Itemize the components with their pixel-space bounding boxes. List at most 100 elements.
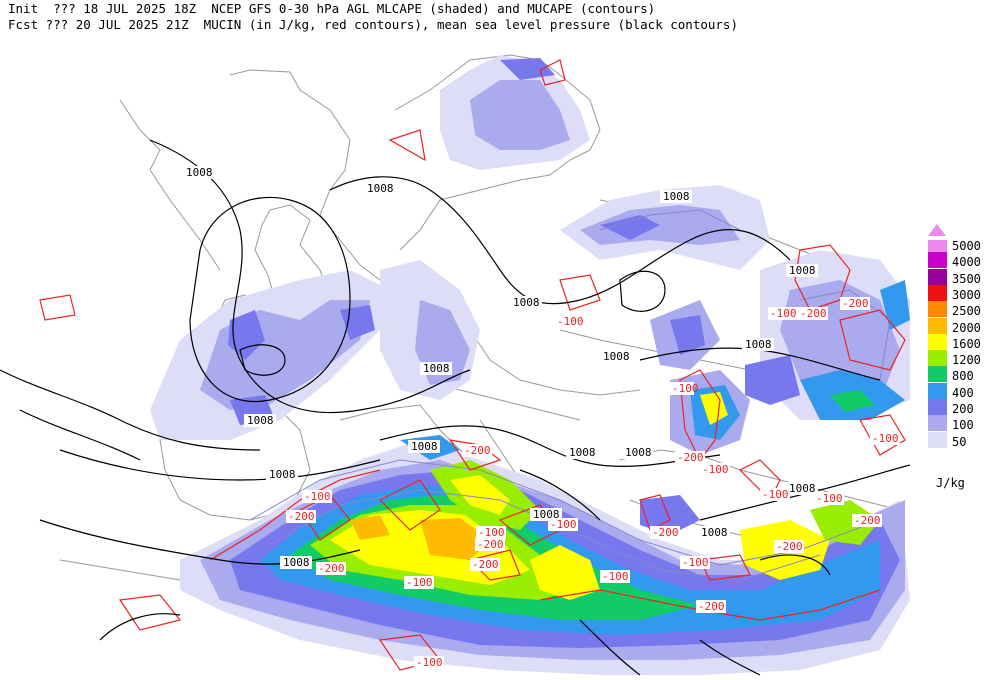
svg-text:1008: 1008 [423, 362, 450, 375]
legend-row: 800 [928, 366, 998, 384]
legend-label: 400 [952, 385, 974, 400]
legend-label: 3000 [952, 287, 981, 302]
pressure-label: 1008 [698, 526, 730, 539]
legend-swatch [928, 431, 947, 448]
cin-label: -200 [852, 514, 882, 527]
legend-units: J/kg [936, 476, 965, 490]
legend-label: 800 [952, 369, 974, 384]
pressure-label: 1008 [280, 556, 312, 569]
svg-text:-200: -200 [677, 451, 704, 464]
cin-label: -200 [774, 540, 804, 553]
legend-row: 50 [928, 431, 998, 449]
cin-label: -100 [680, 556, 710, 569]
svg-text:-200: -200 [776, 540, 803, 553]
pressure-label: 1008 [742, 338, 774, 351]
legend-swatch [928, 350, 947, 367]
svg-text:-100: -100 [762, 488, 789, 501]
svg-text:-200: -200 [800, 307, 827, 320]
svg-text:-100: -100 [702, 463, 729, 476]
legend-label: 2000 [952, 320, 981, 335]
cin-label: -100 [404, 576, 434, 589]
cin-label: -200 [675, 451, 705, 464]
svg-text:-100: -100 [557, 315, 584, 328]
header-init-line: Init ??? 18 JUL 2025 18Z NCEP GFS 0-30 h… [8, 1, 656, 16]
legend-label: 3500 [952, 271, 981, 286]
legend-swatch [928, 301, 947, 318]
pressure-label: 1008 [266, 468, 298, 481]
legend-row: 100 [928, 415, 998, 432]
legend-label: 4000 [952, 255, 981, 270]
cin-label: -200 [286, 510, 316, 523]
svg-text:-100: -100 [602, 570, 629, 583]
svg-text:1008: 1008 [569, 446, 596, 459]
svg-text:-100: -100 [682, 556, 709, 569]
cin-label: -100 [414, 656, 444, 669]
svg-text:1008: 1008 [663, 190, 690, 203]
legend-swatch [928, 284, 947, 301]
cin-label: -200 [840, 297, 870, 310]
svg-text:-200: -200 [318, 562, 345, 575]
pressure-label: 1008 [364, 182, 396, 195]
cin-label: -100 [768, 307, 798, 320]
cin-label: -200 [798, 307, 828, 320]
legend-swatch [928, 252, 947, 269]
legend-swatch [928, 317, 947, 334]
legend-row: 200 [928, 399, 998, 416]
svg-text:1008: 1008 [745, 338, 772, 351]
pressure-label: 1008 [622, 446, 654, 459]
svg-text:1008: 1008 [789, 264, 816, 277]
cin-labels: -100 -200 -100 -200 -100 -200 -100 -200 … [286, 297, 900, 669]
cin-label: -200 [696, 600, 726, 613]
svg-text:-200: -200 [288, 510, 315, 523]
pressure-label: 1008 [600, 350, 632, 363]
legend-swatch [928, 415, 947, 432]
mlcape-shading [150, 55, 910, 675]
legend-row: 2000 [928, 317, 998, 335]
svg-text:1008: 1008 [411, 440, 438, 453]
cin-label: -100 [814, 492, 844, 505]
svg-text:-200: -200 [477, 538, 504, 551]
legend-row: 2500 [928, 301, 998, 318]
cin-label: -200 [475, 538, 505, 551]
svg-text:1008: 1008 [625, 446, 652, 459]
legend-label: 1600 [952, 336, 981, 351]
legend-swatch [928, 382, 947, 399]
pressure-label: 1008 [420, 362, 452, 375]
svg-text:-100: -100 [406, 576, 433, 589]
svg-text:-100: -100 [672, 382, 699, 395]
svg-text:-200: -200 [472, 558, 499, 571]
cin-label: -100 [548, 518, 578, 531]
legend-top-triangle [928, 224, 946, 236]
legend-swatch [928, 240, 947, 252]
legend-label: 200 [952, 402, 974, 416]
cin-label: -200 [462, 444, 492, 457]
svg-text:1008: 1008 [283, 556, 310, 569]
svg-text:-100: -100 [304, 490, 331, 503]
legend-row: 400 [928, 382, 998, 400]
svg-text:-100: -100 [416, 656, 443, 669]
pressure-label: 1008 [786, 482, 818, 495]
pressure-label: 1008 [660, 190, 692, 203]
legend-swatch [928, 399, 947, 415]
cin-label: -100 [476, 526, 506, 539]
svg-text:-200: -200 [464, 444, 491, 457]
cin-label: -100 [760, 488, 790, 501]
legend-swatch [928, 366, 947, 383]
pressure-label: 1008 [530, 508, 562, 521]
legend-row: 3000 [928, 284, 998, 302]
svg-text:-200: -200 [854, 514, 881, 527]
svg-text:-100: -100 [550, 518, 577, 531]
svg-text:-100: -100 [478, 526, 505, 539]
svg-text:-200: -200 [698, 600, 725, 613]
cin-label: -200 [650, 526, 680, 539]
svg-text:-100: -100 [816, 492, 843, 505]
cin-label: -100 [600, 570, 630, 583]
cin-label: -100 [302, 490, 332, 503]
svg-text:1008: 1008 [701, 526, 728, 539]
legend-swatch [928, 333, 947, 350]
svg-text:-100: -100 [872, 432, 899, 445]
legend-row: 3500 [928, 268, 998, 286]
header-forecast-line: Fcst ??? 20 JUL 2025 21Z MUCIN (in J/kg,… [8, 17, 738, 32]
svg-text:1008: 1008 [269, 468, 296, 481]
svg-text:1008: 1008 [186, 166, 213, 179]
